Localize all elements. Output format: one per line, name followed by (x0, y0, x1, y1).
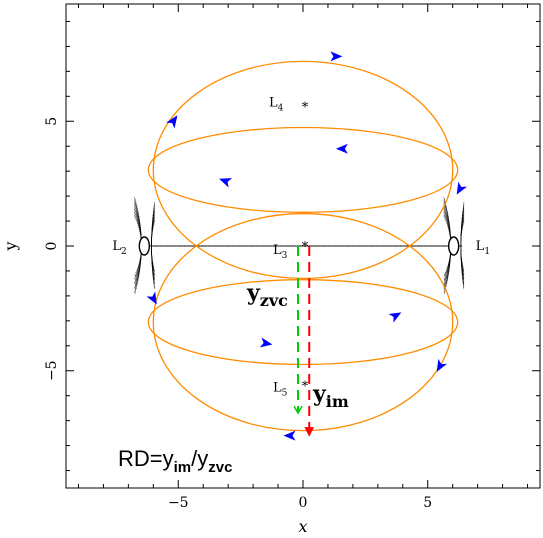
orbit-crossing (460, 202, 465, 290)
orbit-crossing (443, 205, 452, 287)
orbit-crossing (134, 205, 142, 287)
lagrange-label-base: L (273, 243, 282, 258)
direction-arrow (330, 51, 343, 62)
lagrange-label: L3 (273, 243, 288, 261)
yim-sub: im (326, 392, 349, 411)
orbit-crossing (443, 198, 452, 294)
y-tick-label: −5 (44, 360, 60, 381)
orbit-crossing (443, 216, 452, 276)
orbit-crossing (134, 214, 142, 278)
orbit-arrows (146, 51, 467, 441)
orbit-crossing (151, 202, 155, 290)
orbit-crossing (443, 207, 452, 285)
orbit-crossing (134, 198, 142, 294)
lagrange-label-sub: 5 (282, 389, 288, 399)
direction-arrow (146, 291, 157, 305)
lagrange-label-base: L (269, 95, 278, 110)
direction-arrow (166, 115, 178, 129)
orbit-crossing (151, 219, 155, 273)
x-tick-label: 0 (299, 495, 308, 511)
y-im-arrowhead (304, 427, 315, 437)
lagrange-marker: * (302, 100, 309, 115)
rd-formula: RD=yim/yzvc (118, 446, 232, 476)
orbit-crossing (460, 219, 465, 273)
zvc-curve (152, 60, 454, 280)
direction-arrow (219, 178, 233, 188)
yzvc-base: y (246, 280, 261, 306)
orbit-crossing (151, 218, 155, 274)
orbit-crossing (134, 216, 142, 276)
direction-arrow (259, 337, 273, 348)
lagrange-loop (138, 236, 151, 256)
direction-arrow (335, 143, 348, 154)
rd-mid: /y (191, 446, 208, 471)
lagrange-label-base: L (273, 381, 282, 396)
x-axis-label: x (298, 517, 307, 536)
lagrange-label-base: L (476, 239, 485, 254)
direction-arrow (388, 312, 402, 323)
rd-prefix: RD=y (118, 446, 174, 471)
yzvc-label: yzvc (246, 280, 288, 310)
lagrange-label-base: L (112, 239, 121, 254)
lagrange-label: L4 (269, 95, 284, 113)
orbit-crossing (443, 214, 452, 278)
orbit-crossing (134, 202, 142, 290)
orbit-points (134, 197, 465, 295)
lagrange-marker: * (302, 380, 309, 395)
x-tick-label: 5 (423, 495, 432, 511)
zvc-curve (147, 279, 459, 366)
y-zvc-arrowhead (293, 405, 303, 415)
zvc-curve (147, 126, 459, 213)
orbit-crossing (460, 209, 465, 283)
orbit-crossing (443, 202, 452, 290)
lagrange-marker: * (302, 240, 309, 255)
rd-sub-im: im (174, 459, 192, 476)
zvc-curve (152, 212, 454, 432)
lagrange-label: L5 (273, 381, 288, 399)
lagrange-label-sub: 3 (282, 251, 288, 261)
yim-label: yim (312, 381, 349, 411)
yim-base: y (312, 381, 327, 407)
direction-arrow (456, 181, 467, 195)
lagrange-label-sub: 1 (484, 247, 490, 257)
axis-ticks: −5 0 5 −5 0 5 (44, 4, 540, 511)
orbit-crossing (151, 209, 155, 283)
yzvc-sub: zvc (260, 291, 288, 310)
x-tick-label: −5 (168, 495, 189, 511)
y-tick-label: 5 (44, 117, 60, 126)
orbit-crossing (443, 210, 452, 282)
direction-arrow (283, 430, 296, 441)
lagrange-label: L2 (112, 239, 126, 257)
orbit-crossing (134, 207, 142, 285)
measure-lines (293, 246, 315, 437)
orbit-crossing (134, 201, 142, 291)
lagrange-label-sub: 4 (278, 103, 284, 113)
lagrange-label: L1 (476, 239, 490, 257)
orbit-crossing (460, 218, 465, 274)
zero-velocity-curves (147, 60, 459, 432)
rd-sub-zvc: zvc (208, 459, 232, 476)
lagrange-loop (447, 236, 460, 256)
orbit-crossing (443, 197, 452, 295)
orbit-crossing (134, 197, 142, 295)
y-tick-label: 0 (44, 242, 60, 251)
orbit-crossing (134, 210, 142, 282)
orbit-crossing (443, 201, 452, 291)
lagrange-label-sub: 2 (121, 247, 127, 257)
y-axis-label: y (1, 241, 20, 251)
direction-arrow (436, 358, 448, 372)
